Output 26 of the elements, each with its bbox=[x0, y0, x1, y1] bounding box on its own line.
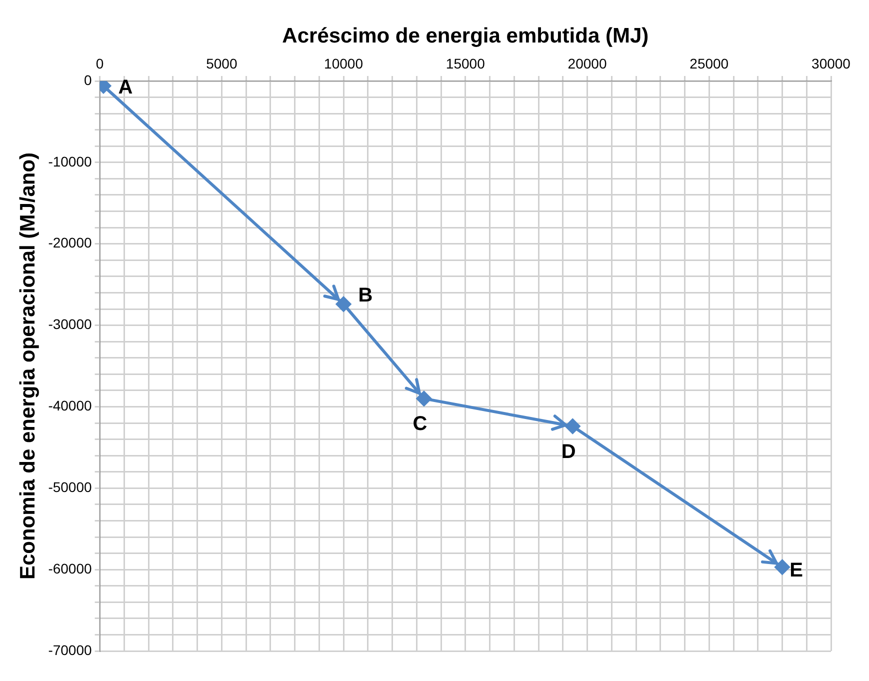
annotation: A bbox=[118, 76, 133, 98]
y-tick-label: -50000 bbox=[48, 479, 92, 495]
x-tick-label: 30000 bbox=[812, 55, 851, 72]
y-tick-label: -20000 bbox=[48, 234, 92, 251]
x-tick-label: 25000 bbox=[690, 55, 729, 72]
x-tick-label: 20000 bbox=[568, 55, 607, 72]
x-tick-label: 10000 bbox=[324, 55, 364, 72]
y-tick-label: 0 bbox=[84, 72, 92, 88]
point bbox=[416, 391, 432, 406]
annotation: E bbox=[790, 560, 803, 582]
point bbox=[774, 560, 790, 575]
y-tick-label: -30000 bbox=[48, 316, 92, 332]
y-axis-title: Economia de energia operacional (MJ/ano) bbox=[16, 152, 40, 580]
x-tick-label: 5000 bbox=[206, 55, 238, 72]
y-tick-label: -10000 bbox=[48, 153, 92, 170]
x-tick-label: 15000 bbox=[446, 55, 486, 72]
annotation: C bbox=[412, 413, 428, 436]
point bbox=[336, 296, 352, 312]
x-tick-label: 0 bbox=[96, 55, 104, 72]
y-tick-label: -60000 bbox=[48, 560, 92, 576]
y-tick-label: -40000 bbox=[48, 398, 92, 414]
y-tick-label: -70000 bbox=[48, 642, 92, 658]
annotation: D bbox=[561, 440, 576, 463]
annotation: B bbox=[358, 284, 373, 307]
x-axis-title: Acréscimo de energia embutida (MJ) bbox=[282, 24, 649, 48]
point bbox=[565, 418, 580, 434]
